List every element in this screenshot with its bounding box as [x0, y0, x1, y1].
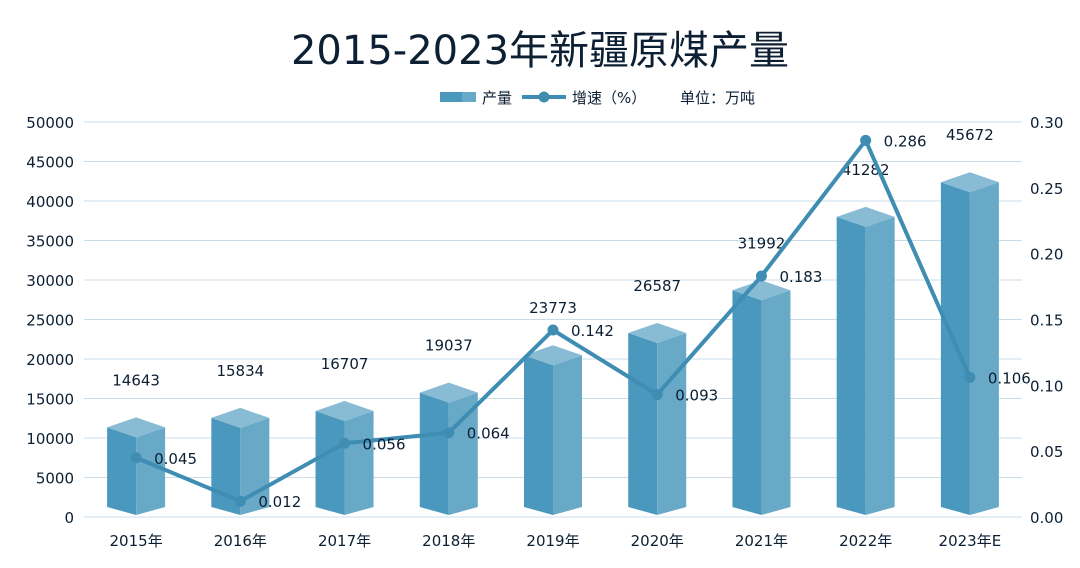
bar-value-label: 15834	[216, 362, 264, 380]
bar-side	[657, 332, 687, 515]
bar-value-label: 19037	[425, 337, 473, 355]
bar-side	[969, 182, 999, 515]
legend-bar-label: 产量	[482, 89, 512, 107]
y-left-tick-label: 20000	[26, 351, 74, 369]
line-point	[755, 270, 767, 282]
line-point	[339, 437, 351, 449]
bar-side	[136, 427, 166, 515]
y-left-tick-label: 10000	[26, 430, 74, 448]
y-left-tick-label: 50000	[26, 114, 74, 132]
bar-top	[628, 322, 687, 343]
x-tick-label: 2023年E	[939, 532, 1002, 550]
legend-bar-swatch-side	[462, 92, 476, 102]
line-value-label: 0.183	[779, 268, 822, 286]
legend-bar-swatch	[440, 92, 462, 102]
bar-side	[344, 411, 374, 515]
x-tick-label: 2017年	[318, 532, 371, 550]
line-value-label: 0.012	[258, 493, 301, 511]
x-tick-label: 2019年	[526, 532, 579, 550]
bar	[628, 332, 658, 515]
line-value-label: 0.056	[363, 435, 406, 453]
bar-value-label: 45672	[946, 126, 994, 144]
line-point	[651, 389, 663, 401]
y-left-tick-label: 30000	[26, 272, 74, 290]
bar	[524, 355, 553, 515]
bar-side	[761, 290, 791, 515]
legend-line-marker	[538, 91, 550, 103]
bar-value-label: 16707	[321, 355, 369, 373]
bar	[419, 392, 449, 515]
y-right-tick-label: 0.30	[1030, 114, 1063, 132]
y-left-tick-label: 15000	[26, 391, 74, 409]
x-tick-label: 2018年	[422, 532, 475, 550]
line-point	[860, 134, 872, 146]
y-right-tick-label: 0.15	[1030, 312, 1063, 330]
bar-top	[419, 382, 478, 403]
y-left-tick-label: 25000	[26, 312, 74, 330]
x-tick-label: 2016年	[214, 532, 267, 550]
legend-line-label: 增速（%）	[572, 89, 646, 107]
line-value-label: 0.106	[988, 369, 1031, 387]
line-point	[130, 452, 142, 464]
bar-top	[107, 417, 166, 438]
line-value-label: 0.064	[467, 425, 510, 443]
bar	[732, 290, 762, 515]
chart-title: 2015-2023年新疆原煤产量	[290, 28, 790, 74]
y-left-tick-label: 5000	[36, 470, 74, 488]
line-value-label: 0.142	[571, 322, 614, 340]
bar	[315, 411, 345, 515]
bar-top	[524, 345, 582, 366]
line-value-label: 0.093	[675, 387, 718, 405]
x-tick-label: 2015年	[110, 532, 163, 550]
y-left-tick-label: 0	[64, 509, 74, 527]
bar-side	[553, 355, 582, 515]
x-tick-label: 2022年	[839, 532, 892, 550]
line-point	[234, 495, 246, 507]
x-tick-label: 2021年	[735, 532, 788, 550]
y-right-tick-label: 0.05	[1030, 443, 1063, 461]
line-point	[443, 427, 455, 439]
y-right-tick-label: 0.00	[1030, 509, 1063, 527]
line-value-label: 0.045	[154, 450, 197, 468]
bar-value-label: 31992	[738, 234, 786, 252]
bar-side	[865, 216, 895, 515]
y-left-tick-label: 45000	[26, 154, 74, 172]
line-point	[547, 324, 559, 336]
y-left-tick-label: 40000	[26, 193, 74, 211]
line-value-label: 0.286	[884, 132, 927, 150]
bar-top	[211, 407, 270, 428]
bar-top	[836, 206, 895, 227]
bar	[836, 216, 866, 515]
bar	[107, 427, 137, 515]
unit-label: 单位：万吨	[680, 89, 755, 107]
bar-top	[940, 172, 999, 193]
y-right-tick-label: 0.25	[1030, 180, 1063, 198]
bar-value-label: 26587	[633, 277, 681, 295]
y-right-tick-label: 0.20	[1030, 246, 1063, 264]
bar-value-label: 14643	[112, 371, 160, 389]
bar-value-label: 23773	[529, 299, 577, 317]
y-left-tick-label: 35000	[26, 233, 74, 251]
y-right-tick-label: 0.10	[1030, 377, 1063, 395]
bar-top	[315, 401, 374, 422]
line-point	[964, 371, 976, 383]
x-tick-label: 2020年	[631, 532, 684, 550]
